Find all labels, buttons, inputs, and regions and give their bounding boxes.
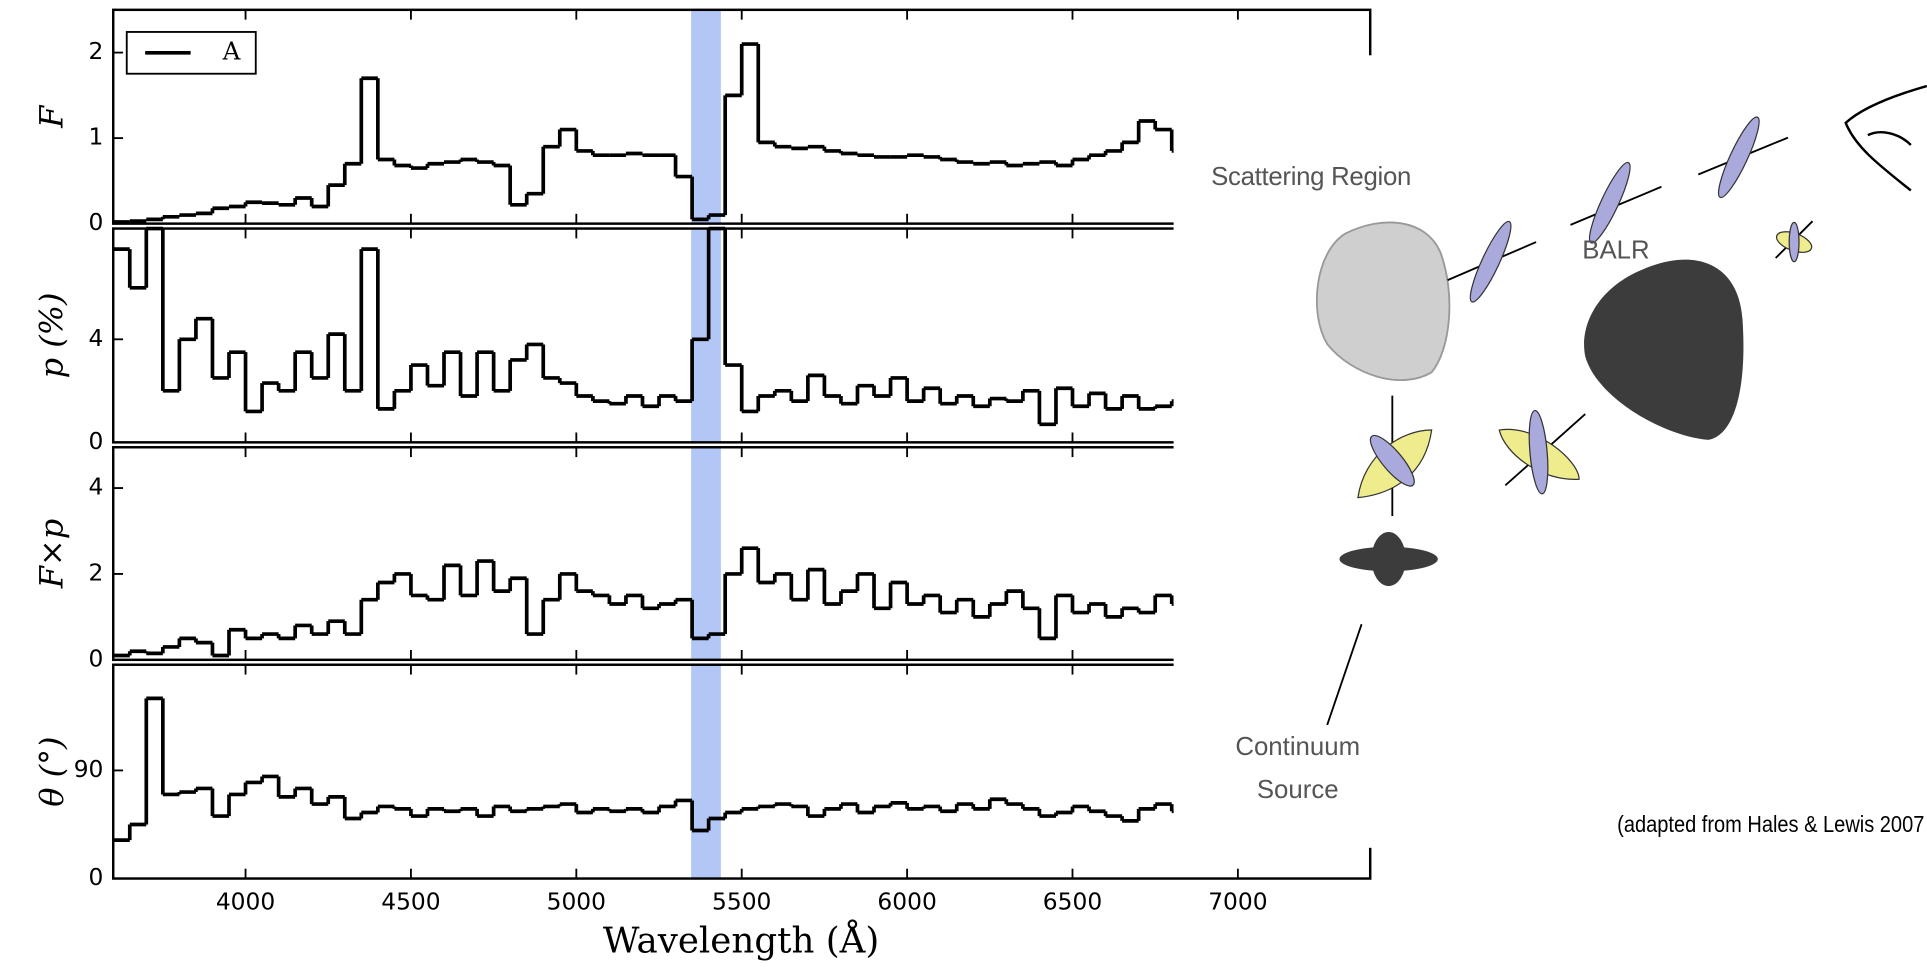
x-tick-label: 7000 bbox=[1208, 888, 1267, 916]
x-tick-label: 6000 bbox=[877, 888, 936, 916]
y-tick-label: 90 bbox=[74, 755, 104, 783]
pol-ellipse bbox=[1369, 434, 1415, 487]
y-axis-label: p (%) bbox=[33, 293, 71, 379]
x-tick-label: 4500 bbox=[381, 888, 440, 916]
plots: 0 1 2 F A 0 4 p (%) 0 2 4 F×p 0 90 4000 4500 5000 5500 600… bbox=[33, 8, 1372, 962]
y-tick-label: 4 bbox=[89, 324, 104, 352]
y-tick-label: 0 bbox=[89, 208, 104, 236]
highlight-band bbox=[691, 9, 721, 224]
y-tick-label: 0 bbox=[89, 427, 104, 455]
y-axis-label: θ (°) bbox=[33, 736, 71, 806]
scattering-label: Scattering Region bbox=[1211, 163, 1411, 191]
step-riser bbox=[127, 698, 1174, 841]
y-tick-label: 2 bbox=[89, 558, 104, 586]
credit: (adapted from Hales & Lewis 2007 bbox=[1617, 811, 1924, 837]
continuum-label: Source bbox=[1257, 776, 1339, 804]
continuum-core bbox=[1371, 532, 1406, 587]
balr-cloud bbox=[1584, 259, 1744, 440]
x-tick-label: 4000 bbox=[216, 888, 275, 916]
highlight-band bbox=[691, 447, 721, 660]
y-axis-label: F bbox=[33, 104, 71, 129]
y-axis-label: F×p bbox=[33, 519, 71, 589]
x-tick-label: 5500 bbox=[712, 888, 771, 916]
legend-label: A bbox=[222, 36, 241, 65]
pol-ellipse bbox=[1528, 409, 1549, 495]
y-tick-label: 4 bbox=[89, 473, 104, 501]
scattering-region bbox=[1316, 221, 1451, 381]
y-tick-label: 2 bbox=[89, 37, 104, 65]
continuum-label: Continuum bbox=[1235, 733, 1360, 761]
pol-ellipse bbox=[1717, 116, 1760, 199]
pol-ellipse bbox=[1469, 220, 1512, 303]
step-riser bbox=[127, 44, 1174, 222]
pol-ellipse bbox=[1588, 161, 1631, 244]
x-tick-label: 5000 bbox=[547, 888, 606, 916]
diagram: Scattering Region BALR Continuum Source … bbox=[1173, 55, 1927, 848]
eye bbox=[1844, 84, 1927, 192]
highlight-band bbox=[691, 228, 721, 443]
polarization bbox=[1357, 116, 1813, 499]
step-riser bbox=[127, 548, 1174, 656]
y-tick-label: 0 bbox=[89, 863, 104, 891]
balr-label: BALR bbox=[1582, 237, 1649, 265]
step-riser bbox=[127, 228, 1174, 425]
x-axis-label: Wavelength (Å) bbox=[603, 920, 879, 962]
y-tick-label: 0 bbox=[89, 644, 104, 672]
y-tick-label: 1 bbox=[89, 123, 104, 151]
x-tick-label: 6500 bbox=[1043, 888, 1102, 916]
highlight-band bbox=[691, 664, 721, 879]
arrow bbox=[1326, 623, 1363, 726]
pol-ellipse bbox=[1788, 221, 1800, 263]
